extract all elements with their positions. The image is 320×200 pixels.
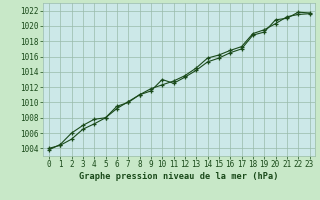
X-axis label: Graphe pression niveau de la mer (hPa): Graphe pression niveau de la mer (hPa) xyxy=(79,172,279,181)
